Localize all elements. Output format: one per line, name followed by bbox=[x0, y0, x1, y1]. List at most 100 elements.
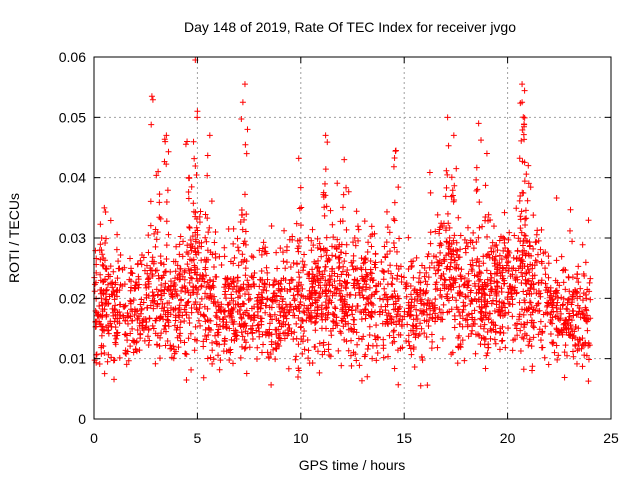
data-point bbox=[194, 291, 201, 298]
data-point bbox=[146, 315, 153, 322]
data-point bbox=[267, 313, 274, 320]
data-point bbox=[451, 324, 458, 331]
data-point bbox=[221, 284, 228, 291]
data-point bbox=[172, 288, 179, 295]
data-point bbox=[183, 249, 190, 256]
data-point bbox=[214, 299, 221, 306]
data-point bbox=[281, 227, 288, 234]
data-point bbox=[282, 265, 289, 272]
data-point bbox=[564, 299, 571, 306]
data-point bbox=[323, 292, 330, 299]
x-tick-label: 5 bbox=[194, 430, 202, 446]
data-point bbox=[417, 382, 424, 389]
data-point bbox=[477, 276, 484, 283]
data-point bbox=[293, 335, 300, 342]
data-point bbox=[134, 261, 141, 268]
data-point bbox=[256, 328, 263, 335]
data-point bbox=[555, 315, 562, 322]
data-point bbox=[514, 276, 521, 283]
data-point bbox=[152, 267, 159, 274]
data-point bbox=[243, 150, 250, 157]
data-point bbox=[285, 365, 292, 372]
data-point bbox=[416, 331, 423, 338]
data-point bbox=[301, 302, 308, 309]
data-point bbox=[194, 266, 201, 273]
data-point bbox=[366, 284, 373, 291]
data-point bbox=[114, 293, 121, 300]
data-point bbox=[319, 351, 326, 358]
data-point bbox=[445, 220, 452, 227]
data-point bbox=[188, 247, 195, 254]
data-point bbox=[337, 328, 344, 335]
data-point bbox=[168, 354, 175, 361]
data-point bbox=[417, 320, 424, 327]
data-point bbox=[580, 341, 587, 348]
data-point bbox=[350, 316, 357, 323]
data-point bbox=[439, 335, 446, 342]
data-point bbox=[308, 302, 315, 309]
data-point bbox=[535, 300, 542, 307]
data-point bbox=[397, 345, 404, 352]
data-point bbox=[331, 289, 338, 296]
data-point bbox=[196, 276, 203, 283]
data-point bbox=[202, 264, 209, 271]
data-point bbox=[99, 251, 106, 258]
data-point bbox=[493, 301, 500, 308]
data-point bbox=[214, 329, 221, 336]
data-point bbox=[368, 223, 375, 230]
data-point bbox=[391, 217, 398, 224]
data-point bbox=[134, 326, 141, 333]
data-point bbox=[311, 307, 318, 314]
data-point bbox=[559, 302, 566, 309]
data-point bbox=[157, 253, 164, 260]
data-point bbox=[471, 272, 478, 279]
data-point bbox=[196, 219, 203, 226]
data-point bbox=[480, 260, 487, 267]
data-point bbox=[241, 191, 248, 198]
data-point bbox=[499, 337, 506, 344]
data-point bbox=[480, 325, 487, 332]
data-point bbox=[494, 283, 501, 290]
data-point bbox=[352, 242, 359, 249]
data-point bbox=[533, 231, 540, 238]
data-point bbox=[575, 310, 582, 317]
data-point bbox=[314, 310, 321, 317]
data-point bbox=[513, 289, 520, 296]
data-point bbox=[348, 362, 355, 369]
data-point bbox=[391, 199, 398, 206]
data-point bbox=[229, 360, 236, 367]
data-point bbox=[418, 307, 425, 314]
data-point bbox=[528, 281, 535, 288]
data-point bbox=[490, 223, 497, 230]
data-point bbox=[185, 188, 192, 195]
data-point bbox=[197, 322, 204, 329]
data-point bbox=[105, 322, 112, 329]
data-point bbox=[123, 351, 130, 358]
data-point bbox=[586, 279, 593, 286]
data-point bbox=[456, 283, 463, 290]
data-point bbox=[311, 344, 318, 351]
data-point bbox=[535, 331, 542, 338]
data-point bbox=[423, 333, 430, 340]
data-point bbox=[584, 318, 591, 325]
data-point bbox=[552, 277, 559, 284]
data-point bbox=[215, 326, 222, 333]
data-point bbox=[453, 304, 460, 311]
data-point bbox=[422, 278, 429, 285]
data-point bbox=[321, 180, 328, 187]
data-point bbox=[240, 281, 247, 288]
data-point bbox=[259, 276, 266, 283]
data-point bbox=[111, 306, 118, 313]
data-point bbox=[360, 283, 367, 290]
data-point bbox=[241, 81, 248, 88]
data-point bbox=[109, 291, 116, 298]
data-point bbox=[254, 312, 261, 319]
data-point bbox=[295, 269, 302, 276]
data-point bbox=[200, 312, 207, 319]
data-point bbox=[209, 251, 216, 258]
data-point bbox=[368, 243, 375, 250]
data-point bbox=[529, 363, 536, 370]
data-point bbox=[522, 207, 529, 214]
data-point bbox=[134, 282, 141, 289]
data-point bbox=[460, 299, 467, 306]
